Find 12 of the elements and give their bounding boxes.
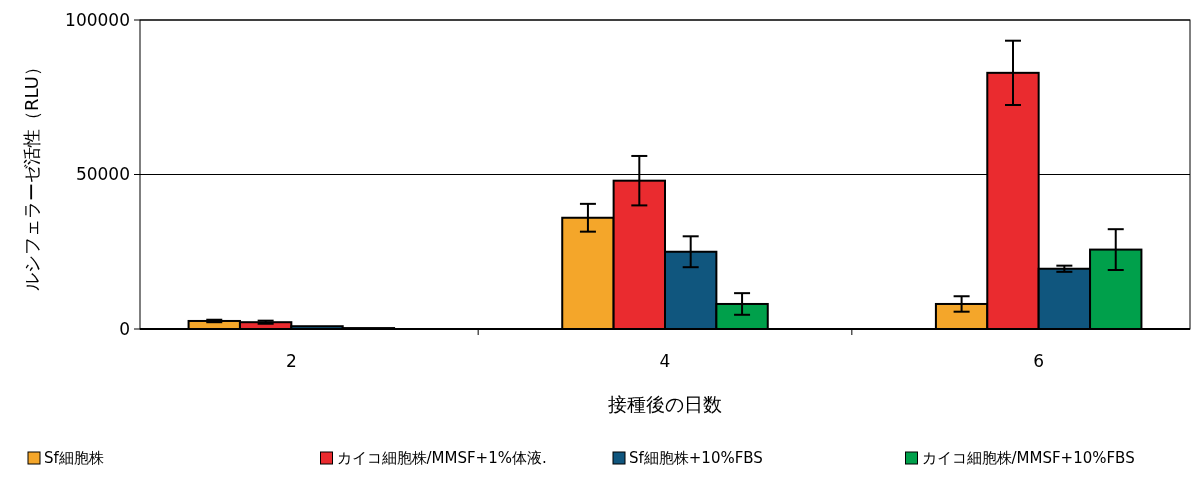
x-tick-label: 6: [1033, 351, 1045, 371]
legend-label: カイコ細胞株/MMSF+1%体液.: [336, 449, 547, 467]
y-axis-title: ルシフェラーゼ活性（RLU）: [21, 58, 42, 291]
legend-label: カイコ細胞株/MMSF+10%FBS: [921, 449, 1135, 467]
x-tick-label: 4: [659, 351, 671, 371]
y-tick-label: 50000: [75, 164, 130, 185]
legend-label: Sf細胞株+10%FBS: [629, 449, 763, 467]
x-tick-label: 2: [285, 351, 297, 371]
x-axis-title: 接種後の日数: [608, 393, 722, 415]
y-tick-label: 0: [119, 318, 130, 339]
legend-label: Sf細胞株: [44, 449, 104, 467]
y-tick-label: 100000: [65, 9, 130, 30]
